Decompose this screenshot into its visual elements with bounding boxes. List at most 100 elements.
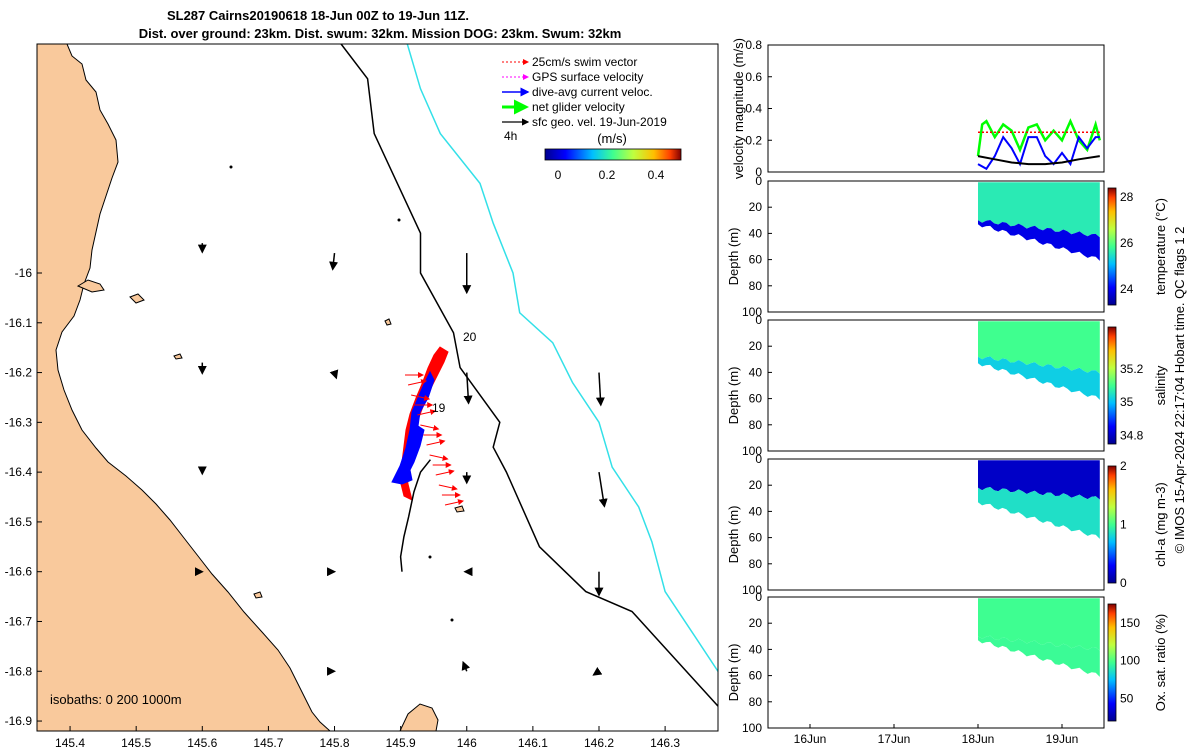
depth-ytick-label: 0 [755,174,762,188]
coastline-land-south [399,703,439,731]
swim-arrow [420,424,440,431]
colorbar-unit: (m/s) [597,131,627,146]
island-2 [129,293,145,304]
isobaths [340,44,718,707]
profile-upper-layer [978,321,1100,374]
colorbar-tick-label: 1 [1120,518,1127,532]
colorbar-tick-label: 0 [1120,576,1127,590]
depth-ytick-label: 100 [742,721,762,735]
velocity-ytick-label: 0.2 [745,133,762,147]
depth-ytick-label: 80 [749,557,763,571]
colorbar-tick-label: 35 [1120,395,1134,409]
title-line-1: SL287 Cairns20190618 18-Jun 00Z to 19-Ju… [167,8,469,23]
swim-arrow [426,439,446,446]
coastline-land [37,44,331,731]
island-6 [454,505,465,513]
depth-ytick-label: 60 [749,531,763,545]
colorbar-tick-label: 28 [1120,190,1134,204]
velocity-axes [767,44,1105,173]
depth-ytick-label: 40 [749,642,763,656]
depth-ytick-label: 100 [742,583,762,597]
depth-ytick-label: 20 [749,339,763,353]
geo-velocity-arrow [595,372,605,407]
island-5 [384,318,392,326]
velocity-colorbar [544,148,682,161]
map-ytick-label: -16.2 [5,366,33,380]
profile-lower-layer [978,635,1100,677]
geo-velocity-arrow [329,253,339,271]
depth-axes [767,319,1105,452]
time-xtick-label: 16Jun [794,732,827,746]
depth-ytick-label: 0 [755,313,762,327]
credit-text: © IMOS 15-Apr-2024 22:17:04 Hobart time.… [1172,227,1187,554]
geo-velocity-arrow [461,660,471,672]
map-x-axis: 145.4 145.5 145.6 145.7 145.8 145.9 146 146.1 14… [55,726,680,750]
depth-ytick-label: 60 [749,669,763,683]
velocity-series-line [977,155,1100,166]
isobath-legend-text: isobaths: 0 200 1000m [50,692,182,707]
map-xtick-label: 145.4 [55,736,85,750]
velocity-ylabel: velocity magnitude (m/s) [731,38,746,179]
depth-ytick-label: 20 [749,478,763,492]
island-3 [173,353,183,360]
velocity-series-line [977,134,1100,171]
map-xtick-label: 146 [457,736,477,750]
colorbar-tick-label: 2 [1120,459,1127,473]
time-xtick-label: 18Jun [962,732,995,746]
isobath-label-b: 19 [432,401,446,415]
depth-ytick-label: 80 [749,418,763,432]
colorbar-tick-label: 50 [1120,691,1134,705]
glider-track-group [391,346,464,572]
depth-ytick-label: 40 [749,504,763,518]
colorbar-label: Ox. sat. ratio (%) [1153,614,1168,712]
map-panel: 20 19 isobaths: 0 200 1000m 145.4 145.5 14… [5,43,719,750]
geo-velocity-arrow [329,369,339,380]
depth-panel-2: 0 20 40 60 80 100 Depth (m) 34.8 35 35.2 salinity [726,313,1168,458]
map-legend: 25cm/s swim vector GPS surface velocity … [502,55,682,182]
swim-arrow [417,409,437,416]
map-ytick-label: -16.3 [5,415,33,429]
legend-gps-label: GPS surface velocity [532,70,643,84]
legend-dac-label: dive-avg current veloc. [532,85,653,99]
geo-velocity-arrow [463,372,473,405]
map-xtick-label: 146.2 [584,736,614,750]
depth-ylabel: Depth (m) [726,228,741,286]
colorbar-tick-label: 150 [1120,616,1140,630]
map-ytick-label: -16 [15,266,33,280]
map-ytick-label: -16.4 [5,465,33,479]
map-frame [36,43,719,732]
time-xtick-label: 19Jun [1046,732,1079,746]
velocity-ytick-label: 0.4 [745,102,762,116]
depth-panel-3: 0 20 40 60 80 100 Depth (m) 0 1 2 chl-a (mg m-3) [726,452,1168,597]
depth-ylabel: Depth (m) [726,367,741,425]
colorbar-tick-label: 34.8 [1120,429,1144,443]
swim-arrow [444,499,464,506]
time-xtick-label: 17Jun [878,732,911,746]
depth-ytick-label: 40 [749,365,763,379]
map-xtick-label: 145.7 [253,736,283,750]
colorbar-label: chl-a (mg m-3) [1153,482,1168,567]
depth-ytick-label: 20 [749,616,763,630]
map-ytick-label: -16.7 [5,614,33,628]
map-ytick-label: -16.1 [5,316,33,330]
map-y-axis: -16 -16.1 -16.2 -16.3 -16.4 -16.5 -16.6 -16.7 -1… [5,266,42,728]
map-xtick-label: 145.6 [187,736,217,750]
depth-ytick-label: 60 [749,253,763,267]
map-xtick-label: 146.3 [650,736,680,750]
depth-ytick-label: 80 [749,279,763,293]
colorbar-label: salinity [1153,365,1168,405]
velocity-ytick-label: 0 [755,165,762,179]
map-ytick-label: -16.6 [5,565,33,579]
colorbar-tick-label: 100 [1120,654,1140,668]
swim-arrows [405,372,464,506]
map-ytick-label: -16.5 [5,515,33,529]
island-4 [253,591,263,599]
map-xtick-label: 145.9 [386,736,416,750]
velocity-ytick-label: 0.8 [745,38,762,52]
profile-lower-layer [978,487,1100,539]
geo-velocity-arrow [598,472,608,508]
map-xtick-label: 146.1 [518,736,548,750]
colorbar-tick-label: 26 [1120,236,1134,250]
swim-arrow [411,394,431,401]
